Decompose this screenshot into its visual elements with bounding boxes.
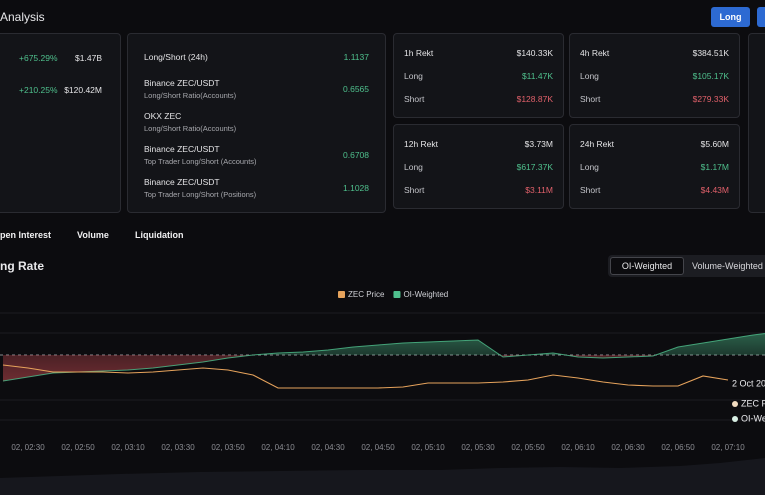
area-line bbox=[2, 333, 765, 382]
ratio-value: 0.6708 bbox=[343, 150, 369, 160]
x-tick-label: 02, 05:10 bbox=[411, 443, 445, 452]
x-tick-label: 02, 05:30 bbox=[461, 443, 495, 452]
rekt-card: 1h Rekt $140.33K Long $11.47K Short $128.87K bbox=[393, 33, 564, 118]
ratio-sublabel: Long/Short Ratio(Accounts) bbox=[144, 124, 237, 133]
rekt-label: Long bbox=[404, 71, 423, 81]
tooltip-dot bbox=[732, 416, 738, 422]
x-tick-label: 02, 03:30 bbox=[161, 443, 195, 452]
tab[interactable]: Liquidation bbox=[135, 230, 184, 240]
ratio-label: Binance ZEC/USDT bbox=[144, 177, 220, 187]
legend-label: ZEC Price bbox=[348, 290, 385, 299]
rekt-label: Short bbox=[580, 94, 601, 104]
long-button[interactable]: Long bbox=[711, 7, 750, 27]
x-tick-label: 02, 04:50 bbox=[361, 443, 395, 452]
ratio-value: 0.6565 bbox=[343, 84, 369, 94]
rekt-value: $4.43M bbox=[700, 185, 729, 195]
x-tick-label: 02, 03:10 bbox=[111, 443, 145, 452]
rekt-label: Short bbox=[404, 185, 425, 195]
x-tick-label: 02, 04:30 bbox=[311, 443, 345, 452]
tab[interactable]: pen Interest bbox=[0, 230, 52, 240]
tooltip-date: 2 Oct 20 bbox=[732, 378, 765, 388]
legend-label: OI-Weighted bbox=[403, 290, 448, 299]
rekt-label: Short bbox=[580, 185, 601, 195]
x-tick-label: 02, 06:50 bbox=[661, 443, 695, 452]
rekt-label: 4h Rekt bbox=[580, 48, 610, 58]
amount: $1.47B bbox=[75, 53, 102, 63]
rekt-label: 12h Rekt bbox=[404, 139, 439, 149]
ratio-sublabel: Top Trader Long/Short (Positions) bbox=[144, 190, 257, 199]
short-button[interactable] bbox=[757, 7, 765, 27]
change: +675.29% bbox=[19, 53, 58, 63]
ratio-sublabel: Long/Short Ratio(Accounts) bbox=[144, 91, 237, 100]
section-title: ng Rate bbox=[0, 259, 45, 273]
rekt-label: 24h Rekt bbox=[580, 139, 615, 149]
ratio-label: Long/Short (24h) bbox=[144, 52, 208, 62]
page-title: Analysis bbox=[0, 10, 45, 24]
tab[interactable]: Volume bbox=[77, 230, 109, 240]
x-tick-label: 02, 03:50 bbox=[211, 443, 245, 452]
ratio-label: OKX ZEC bbox=[144, 111, 182, 121]
rekt-card: 4h Rekt $384.51K Long $105.17K Short $279.33K bbox=[569, 33, 740, 118]
x-tick-label: 02, 06:10 bbox=[561, 443, 595, 452]
rekt-card: 24h Rekt $5.60M Long $1.17M Short $4.43M bbox=[569, 124, 740, 209]
x-tick-label: 02, 07:10 bbox=[711, 443, 745, 452]
toggle-option[interactable]: Volume-Weighted bbox=[692, 261, 763, 271]
ratio-value: 1.1137 bbox=[343, 52, 369, 62]
rekt-value: $3.11M bbox=[525, 185, 553, 195]
x-tick-label: 02, 06:30 bbox=[611, 443, 645, 452]
amount: $120.42M bbox=[64, 85, 102, 95]
rekt-label: Short bbox=[404, 94, 425, 104]
price-line bbox=[2, 364, 729, 389]
summary-card: +675.29% $1.47B +210.25% $120.42M bbox=[0, 33, 121, 213]
tooltip-row: OI-We bbox=[741, 413, 765, 423]
ratio-sublabel: Top Trader Long/Short (Accounts) bbox=[144, 157, 257, 166]
rekt-value: $384.51K bbox=[692, 48, 729, 58]
x-tick-label: 02, 04:10 bbox=[261, 443, 295, 452]
extra-card bbox=[748, 33, 765, 213]
rekt-card: 12h Rekt $3.73M Long $617.37K Short $3.11M bbox=[393, 124, 564, 209]
rekt-label: 1h Rekt bbox=[404, 48, 434, 58]
toggle-option[interactable]: OI-Weighted bbox=[610, 257, 684, 275]
ratio-value: 1.1028 bbox=[343, 183, 369, 193]
rekt-value: $140.33K bbox=[516, 48, 553, 58]
rekt-label: Long bbox=[580, 71, 599, 81]
rekt-value: $1.17M bbox=[700, 162, 729, 172]
ratio-card: Long/Short (24h) 1.1137 Binance ZEC/USDT Lo… bbox=[127, 33, 386, 213]
legend-swatch bbox=[338, 291, 345, 298]
rekt-value: $3.73M bbox=[524, 139, 553, 149]
rekt-label: Long bbox=[404, 162, 423, 172]
rekt-value: $5.60M bbox=[700, 139, 729, 149]
x-tick-label: 02, 05:50 bbox=[511, 443, 545, 452]
rekt-label: Long bbox=[580, 162, 599, 172]
change: +210.25% bbox=[19, 85, 58, 95]
volume-strip bbox=[0, 458, 765, 495]
rekt-value: $11.47K bbox=[521, 71, 553, 81]
tooltip-row: ZEC P bbox=[741, 398, 765, 408]
tooltip-dot bbox=[732, 401, 738, 407]
toggle: OI-Weighted Volume-Weighted bbox=[608, 255, 765, 277]
rekt-value: $105.17K bbox=[692, 71, 729, 81]
legend-swatch bbox=[393, 291, 401, 298]
x-tick-label: 02, 02:30 bbox=[11, 443, 45, 452]
ratio-label: Binance ZEC/USDT bbox=[144, 78, 220, 88]
rekt-value: $617.37K bbox=[516, 162, 553, 172]
rekt-value: $128.87K bbox=[516, 94, 553, 104]
x-tick-label: 02, 02:50 bbox=[61, 443, 95, 452]
rekt-value: $279.33K bbox=[692, 94, 729, 104]
ratio-label: Binance ZEC/USDT bbox=[144, 144, 220, 154]
